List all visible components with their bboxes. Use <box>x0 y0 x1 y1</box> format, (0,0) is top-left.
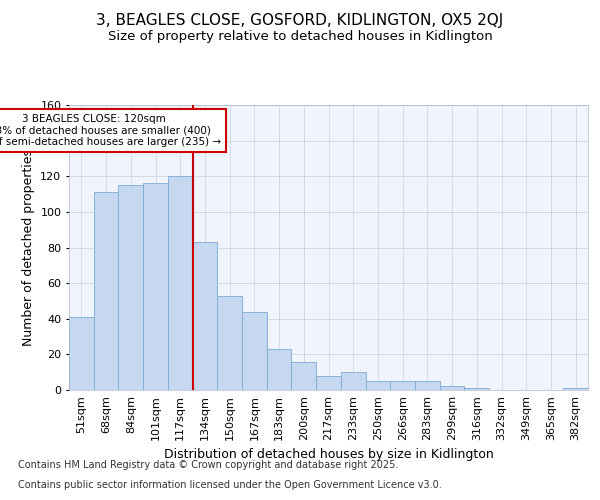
Bar <box>316 376 341 390</box>
Bar <box>464 388 489 390</box>
Bar <box>267 349 292 390</box>
Text: Contains HM Land Registry data © Crown copyright and database right 2025.: Contains HM Land Registry data © Crown c… <box>18 460 398 470</box>
Text: 3 BEAGLES CLOSE: 120sqm
← 63% of detached houses are smaller (400)
37% of semi-d: 3 BEAGLES CLOSE: 120sqm ← 63% of detache… <box>0 114 221 147</box>
Bar <box>292 362 316 390</box>
Bar <box>242 312 267 390</box>
Bar <box>94 192 118 390</box>
Bar <box>390 381 415 390</box>
Bar <box>415 381 440 390</box>
Bar <box>143 184 168 390</box>
Bar <box>365 381 390 390</box>
Text: 3, BEAGLES CLOSE, GOSFORD, KIDLINGTON, OX5 2QJ: 3, BEAGLES CLOSE, GOSFORD, KIDLINGTON, O… <box>97 12 503 28</box>
Text: Size of property relative to detached houses in Kidlington: Size of property relative to detached ho… <box>107 30 493 43</box>
Bar <box>118 185 143 390</box>
X-axis label: Distribution of detached houses by size in Kidlington: Distribution of detached houses by size … <box>164 448 493 462</box>
Y-axis label: Number of detached properties: Number of detached properties <box>22 149 35 346</box>
Bar <box>69 317 94 390</box>
Bar <box>168 176 193 390</box>
Bar <box>193 242 217 390</box>
Bar <box>341 372 365 390</box>
Bar <box>563 388 588 390</box>
Bar <box>440 386 464 390</box>
Text: Contains public sector information licensed under the Open Government Licence v3: Contains public sector information licen… <box>18 480 442 490</box>
Bar <box>217 296 242 390</box>
